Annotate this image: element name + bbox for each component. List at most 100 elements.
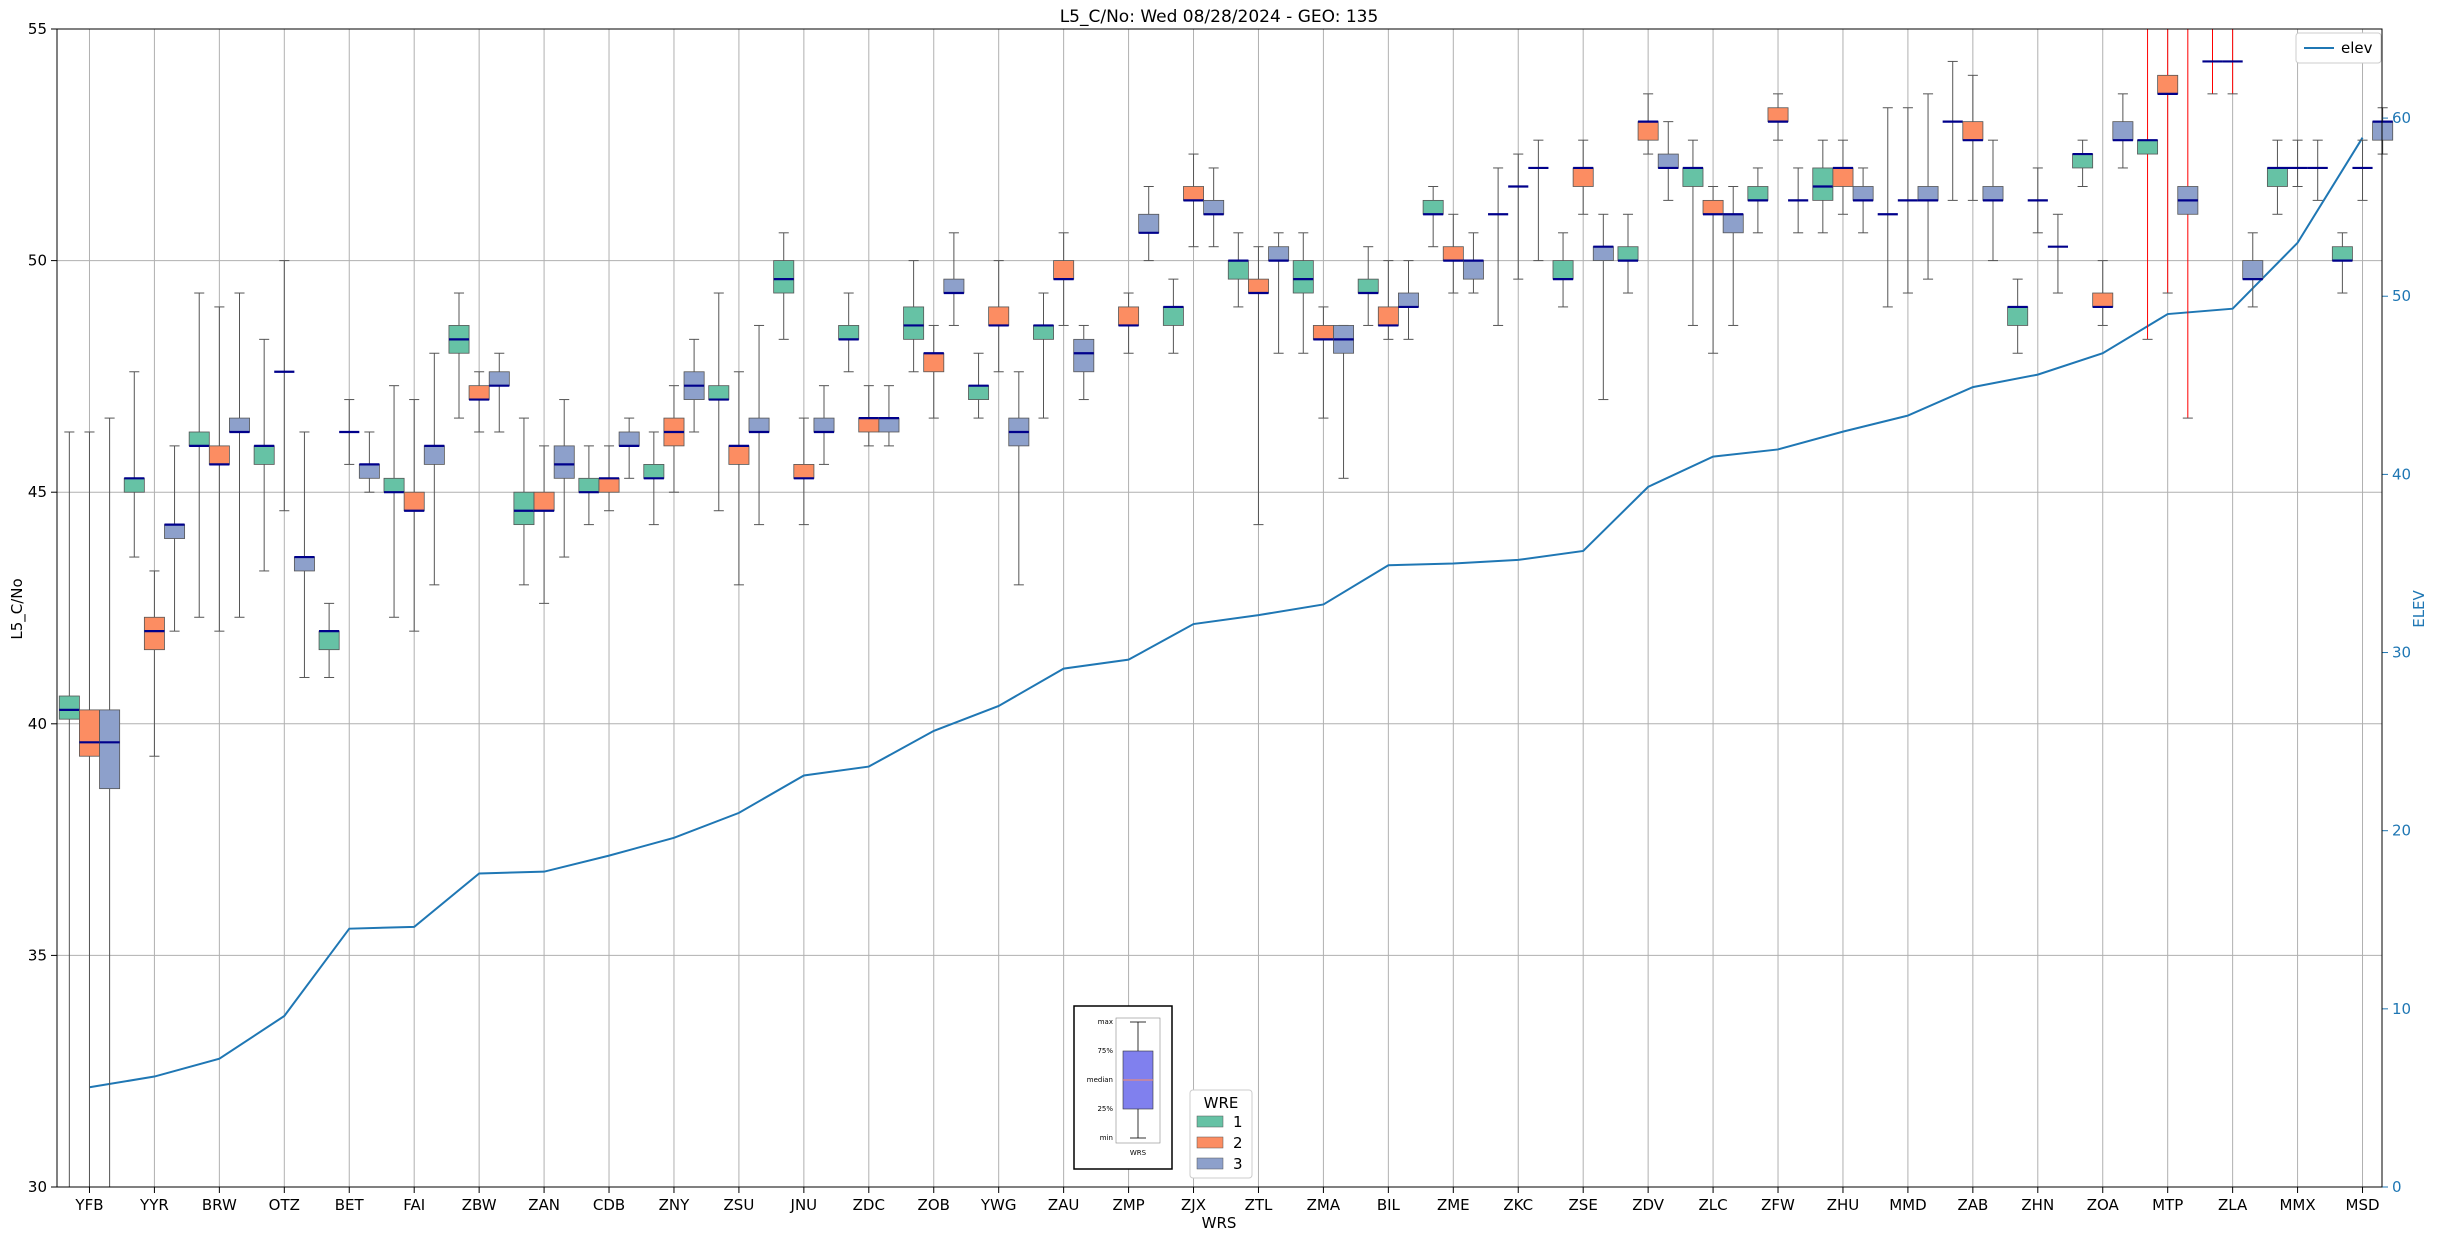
legend-wre-label-1: 1 xyxy=(1233,1113,1243,1131)
box-wre-2 xyxy=(1702,199,1724,215)
box-wre-1 xyxy=(2007,306,2029,326)
box-wre-2 xyxy=(858,417,880,433)
elev-line xyxy=(89,137,2364,1089)
box-key: max 75% median 25% min WRS xyxy=(1073,1005,1173,1170)
box-wre-3 xyxy=(1398,292,1419,308)
box-wre-3 xyxy=(1852,186,1874,201)
legend-elev: elev xyxy=(2295,32,2382,64)
box-wre-3 xyxy=(2112,121,2134,141)
box-wre-3 xyxy=(423,445,445,465)
box-wre-3 xyxy=(553,445,575,479)
box-wre-1 xyxy=(968,385,990,400)
y2-tick-label: 30 xyxy=(2392,644,2411,662)
x-tick-label: YYR xyxy=(139,1196,169,1214)
x-tick-label: ZNY xyxy=(659,1196,690,1214)
x-tick-label: ZOA xyxy=(2087,1196,2120,1214)
y-tick-label: 50 xyxy=(28,252,47,270)
y2-tick-label: 40 xyxy=(2392,465,2411,483)
box-wre-2 xyxy=(1442,246,1464,261)
box-key-label-25: 25% xyxy=(1097,1105,1113,1113)
y2-tick-label: 50 xyxy=(2392,287,2411,305)
box-wre-2 xyxy=(793,464,815,479)
legend-wre-swatch-1 xyxy=(1196,1115,1224,1128)
x-tick-label: BET xyxy=(335,1196,365,1214)
box-wre-2 xyxy=(1637,121,1659,141)
legend-wre-label-3: 3 xyxy=(1233,1155,1243,1173)
box-wre-2 xyxy=(728,445,750,465)
x-tick-label: MMD xyxy=(1889,1196,1926,1214)
x-tick-label: MSD xyxy=(2346,1196,2380,1214)
x-tick-label: ZDV xyxy=(1632,1196,1665,1214)
x-tick-label: MTP xyxy=(2152,1196,2183,1214)
box-layer xyxy=(58,29,2394,1187)
y-tick-label: 30 xyxy=(28,1178,47,1196)
box-wre-1 xyxy=(253,445,275,465)
box-key-xlabel: WRS xyxy=(1130,1149,1147,1157)
box-wre-3 xyxy=(488,371,510,387)
box-wre-2 xyxy=(1377,306,1399,326)
box-wre-1 xyxy=(318,630,340,651)
legend-wre-frame xyxy=(1189,1089,1253,1179)
x-tick-label: ZSU xyxy=(724,1196,755,1214)
box-wre-2 xyxy=(2092,292,2114,308)
x-tick-label: MMX xyxy=(2279,1196,2315,1214)
box-wre-3 xyxy=(229,417,250,433)
box-wre-3 xyxy=(293,556,315,572)
legend-wre-swatch-2 xyxy=(1196,1136,1224,1149)
box-wre-3 xyxy=(618,431,640,447)
box-wre-3 xyxy=(1592,246,1614,261)
legend-wre-title: WRE xyxy=(1204,1094,1239,1112)
legend-wre-label-2: 2 xyxy=(1233,1134,1243,1152)
box-wre-3 xyxy=(943,278,965,294)
box-wre-1 xyxy=(1162,306,1184,326)
x-tick-label: ZMP xyxy=(1112,1196,1144,1214)
box-wre-1 xyxy=(838,325,860,340)
y2-tick-label: 20 xyxy=(2392,822,2411,840)
x-tick-label: ZMA xyxy=(1307,1196,1341,1214)
box-wre-3 xyxy=(99,709,121,790)
y2-tick-label: 0 xyxy=(2392,1178,2402,1196)
box-wre-1 xyxy=(2072,153,2094,169)
legend-elev-label: elev xyxy=(2341,39,2373,57)
box-wre-1 xyxy=(903,306,925,340)
x-tick-label: ZHN xyxy=(2021,1196,2054,1214)
chart-title: L5_C/No: Wed 08/28/2024 - GEO: 135 xyxy=(1060,7,1379,27)
legend-wre: WRE 1 2 3 xyxy=(1189,1089,1253,1179)
box-wre-1 xyxy=(513,491,535,526)
plot-frame xyxy=(56,28,2383,1188)
box-wre-2 xyxy=(1962,121,1984,141)
box-wre-3 xyxy=(878,417,900,433)
x-tick-label: ZKC xyxy=(1503,1196,1533,1214)
box-wre-1 xyxy=(188,431,210,447)
x-tick-label: BIL xyxy=(1377,1196,1401,1214)
box-wre-1 xyxy=(773,260,795,294)
box-wre-1 xyxy=(1552,260,1574,280)
box-wre-1 xyxy=(1357,278,1379,294)
x-tick-label: YWG xyxy=(980,1196,1017,1214)
box-wre-2 xyxy=(2157,74,2179,95)
box-key-label-75: 75% xyxy=(1097,1047,1113,1055)
box-wre-1 xyxy=(578,477,600,493)
box-wre-3 xyxy=(2372,121,2394,141)
box-wre-1 xyxy=(2331,246,2353,261)
y2-axis-title: ELEV xyxy=(2410,589,2428,627)
x-tick-label: JNU xyxy=(790,1196,818,1214)
box-wre-1 xyxy=(2266,167,2288,187)
x-tick-label: ZAB xyxy=(1957,1196,1988,1214)
legend-wre-swatch-3 xyxy=(1196,1157,1224,1170)
box-wre-2 xyxy=(1248,278,1269,294)
x-tick-label: ZBW xyxy=(462,1196,497,1214)
box-wre-3 xyxy=(1203,199,1225,215)
box-wre-3 xyxy=(1462,260,1484,280)
box-wre-2 xyxy=(533,491,555,512)
box-wre-3 xyxy=(1657,153,1679,169)
x-tick-label: ZLC xyxy=(1699,1196,1728,1214)
box-wre-3 xyxy=(2242,260,2264,280)
box-key-label-max: max xyxy=(1098,1018,1113,1026)
x-tick-label: ZJX xyxy=(1181,1196,1206,1214)
x-tick-label: CDB xyxy=(593,1196,625,1214)
box-wre-3 xyxy=(1722,213,1744,234)
x-tick-label: OTZ xyxy=(269,1196,300,1214)
box-wre-1 xyxy=(1747,186,1769,201)
